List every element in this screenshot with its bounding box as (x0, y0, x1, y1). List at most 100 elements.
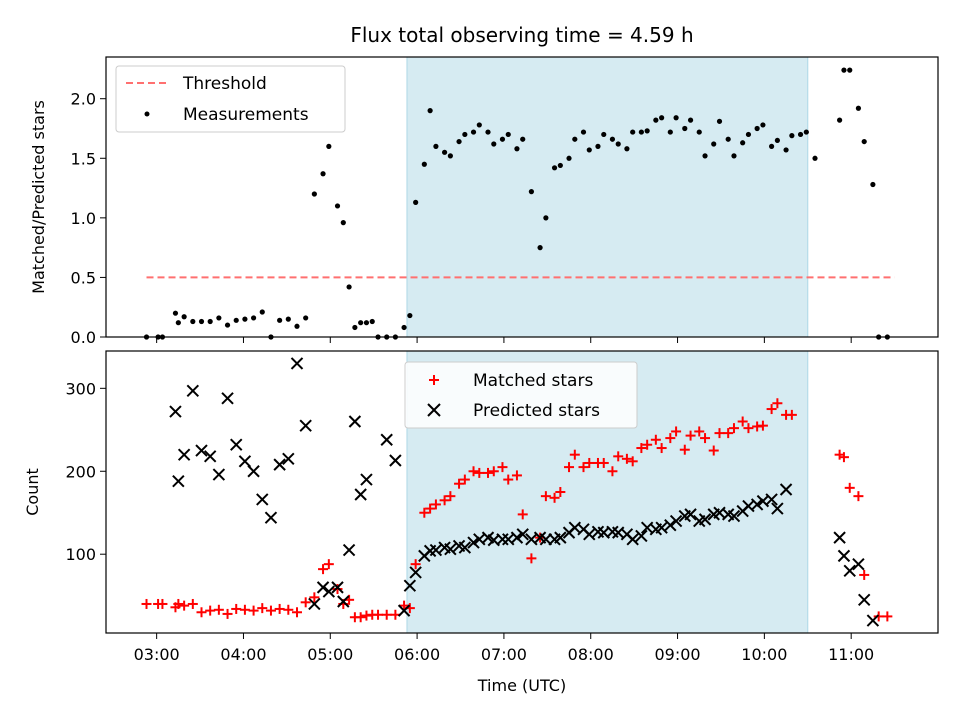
matched-star-point (656, 443, 667, 454)
measurements-legend-swatch (144, 111, 150, 117)
matched-star-point (265, 605, 276, 616)
matched-star-point (381, 609, 392, 620)
matched-star-point (300, 597, 311, 608)
predicted-star-point (299, 419, 312, 432)
predicted-star-point (669, 514, 683, 528)
x-tick-label: 04:00 (220, 645, 266, 664)
measurement-point (797, 131, 804, 138)
matched-star-point (728, 423, 739, 434)
matched-star-point (332, 584, 343, 595)
bottom-panel: 100 200 300 03:00 04:00 05:00 06:00 07:00 08:00… (23, 350, 939, 695)
y-tick-label: 0.0 (71, 328, 96, 347)
measurement-point (630, 129, 636, 135)
measurement-point (687, 117, 694, 123)
matched-legend-swatch (429, 375, 439, 385)
predicted-star-point (403, 579, 417, 592)
measurement-point (716, 118, 723, 124)
predicted-star-point (833, 531, 846, 544)
matched-star-point (694, 426, 705, 437)
top-panel: 0.00.51.01.52.0 Matched/Predicted stars … (29, 56, 939, 347)
predicted-star-point (212, 468, 226, 481)
matched-star-point (274, 603, 285, 614)
predicted-star-point (331, 581, 344, 594)
bottom-y-axis-label: Count (23, 468, 42, 516)
matched-star-point (607, 466, 618, 477)
bottom-plot-frame (105, 350, 939, 634)
measurement-point (601, 131, 607, 138)
matched-star-point (613, 451, 624, 462)
measurement-point (528, 189, 535, 195)
measurement-point (491, 141, 497, 147)
predicted-star-point (282, 452, 295, 466)
predicted-star-point (195, 444, 208, 457)
matched-star-point (503, 474, 514, 485)
matched-star-point (786, 409, 797, 420)
predicted-star-point (397, 604, 411, 617)
x-tick-label: 05:00 (307, 645, 353, 664)
measurement-point (653, 117, 659, 123)
measurement-point (745, 131, 752, 138)
matched-star-point (549, 492, 560, 503)
matched-star-point (205, 605, 216, 616)
measurement-point (696, 129, 702, 135)
predicted-star-point (655, 521, 668, 534)
measurement-point (861, 138, 867, 145)
matched-star-point (222, 608, 233, 619)
measurement-point (609, 136, 616, 142)
matched-star-point (318, 564, 329, 575)
top-legend: Threshold Measurements (115, 65, 346, 133)
matched-star-point (482, 467, 493, 478)
matched-legend-label: Matched stars (473, 371, 593, 391)
matched-star-point (708, 445, 719, 456)
measurement-point (774, 137, 780, 144)
measurement-point (207, 318, 213, 325)
matched-star-point (474, 467, 485, 478)
top-y-axis: 0.0 0.5 1.0 1.5 2.0 (71, 90, 106, 347)
measurement-point (447, 153, 453, 159)
measurement-point (505, 131, 511, 138)
matched-star-point (838, 452, 849, 463)
measurement-point (456, 138, 462, 145)
matched-star-point (636, 443, 647, 454)
measurement-point (250, 315, 257, 321)
predicted-star-point (554, 531, 567, 544)
measurement-point (259, 309, 265, 315)
predicted-star-point (186, 384, 200, 398)
measurement-point (320, 171, 326, 177)
predicted-star-point (510, 531, 524, 544)
measurement-point (702, 153, 708, 159)
measurement-point (595, 143, 601, 149)
measurements-legend-label: Measurements (183, 105, 309, 125)
predicted-star-point (429, 543, 443, 557)
matched-star-point (621, 453, 632, 464)
matched-star-point (488, 466, 499, 477)
predicted-star-point (771, 502, 784, 515)
x-axis-label: Time (UTC) (477, 676, 566, 695)
predicted-legend-label: Predicted stars (473, 401, 600, 421)
measurement-point (837, 117, 843, 123)
y-tick-label: 200 (65, 462, 96, 481)
measurement-point (277, 317, 283, 323)
matched-star-point (439, 495, 450, 506)
matched-star-point (578, 462, 589, 473)
matched-star-point (430, 499, 441, 510)
matched-star-point (873, 611, 884, 622)
matched-star-point (650, 434, 661, 445)
matched-star-point (737, 416, 748, 427)
matched-star-point (425, 503, 436, 514)
measurement-point (340, 220, 346, 226)
measurement-point (224, 322, 231, 328)
measurement-point (216, 315, 222, 321)
measurement-point (855, 105, 862, 111)
measurement-point (682, 125, 688, 132)
measurement-point (644, 128, 650, 134)
matched-star-point (569, 449, 580, 460)
predicted-star-point (409, 566, 422, 579)
predicted-star-point (765, 493, 778, 506)
measurement-point (294, 323, 300, 329)
bottom-x-axis: 03:00 04:00 05:00 06:00 07:00 08:00 09:00 10:00… (134, 633, 874, 664)
measurement-point (233, 317, 239, 323)
top-x-ticks (156, 337, 852, 343)
measurement-point (803, 129, 809, 135)
predicted-star-point (256, 493, 269, 506)
